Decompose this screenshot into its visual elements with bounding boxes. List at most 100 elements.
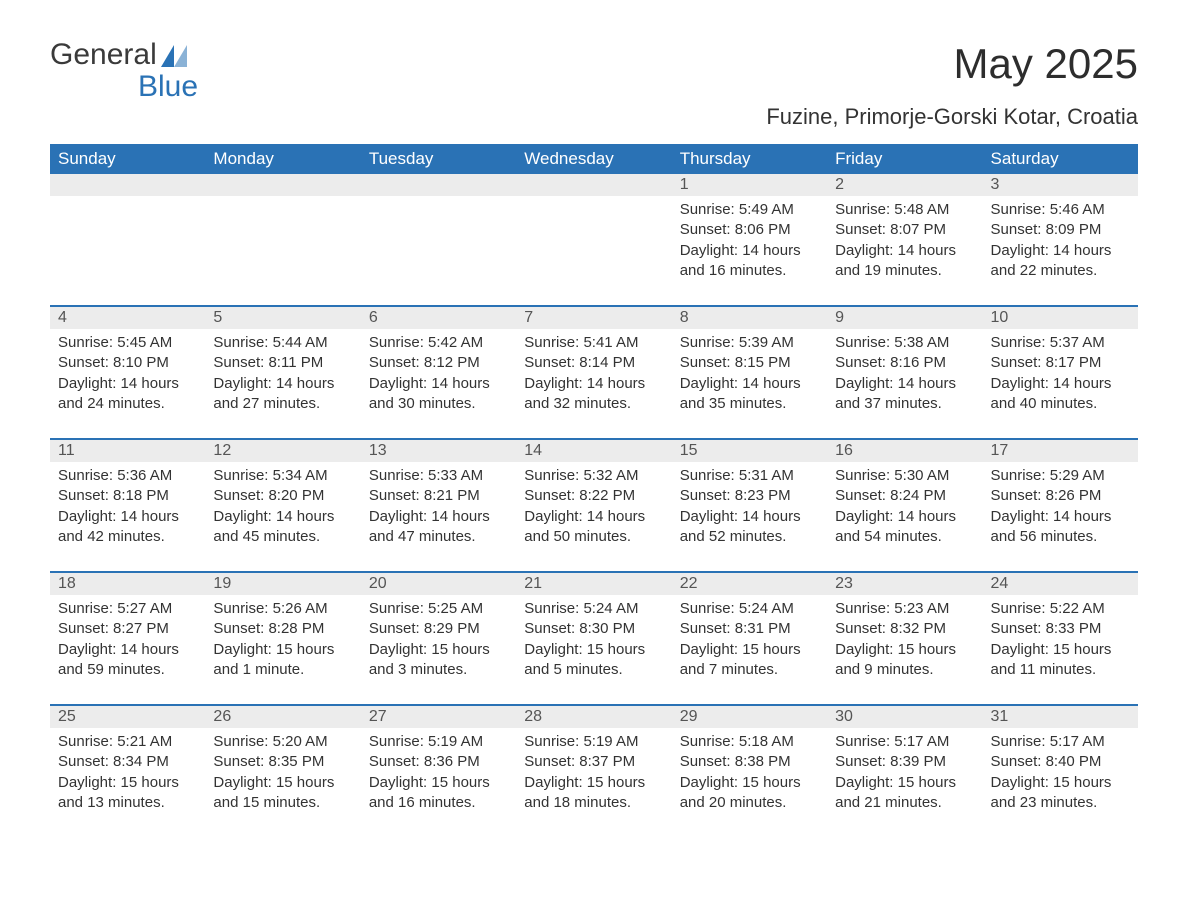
weekday-header: Saturday — [983, 144, 1138, 174]
day-cell: Sunrise: 5:34 AMSunset: 8:20 PMDaylight:… — [205, 462, 360, 572]
daylight-line: Daylight: 14 hours and 27 minutes. — [213, 374, 352, 415]
day-cell: Sunrise: 5:19 AMSunset: 8:36 PMDaylight:… — [361, 728, 516, 838]
daylight-line: Daylight: 15 hours and 11 minutes. — [991, 640, 1130, 681]
daylight-line: Daylight: 14 hours and 30 minutes. — [369, 374, 508, 415]
day-number-cell — [50, 174, 205, 196]
sunset-line: Sunset: 8:32 PM — [835, 619, 974, 639]
day-number-cell: 20 — [361, 572, 516, 595]
day-cell — [361, 196, 516, 306]
day-number-cell: 18 — [50, 572, 205, 595]
sunrise-line: Sunrise: 5:48 AM — [835, 200, 974, 220]
day-number-cell: 31 — [983, 705, 1138, 728]
day-cell: Sunrise: 5:29 AMSunset: 8:26 PMDaylight:… — [983, 462, 1138, 572]
brand-logo: General — [50, 40, 187, 70]
sunset-line: Sunset: 8:07 PM — [835, 220, 974, 240]
brand-word-2: Blue — [138, 70, 198, 103]
sunrise-line: Sunrise: 5:25 AM — [369, 599, 508, 619]
day-cell: Sunrise: 5:32 AMSunset: 8:22 PMDaylight:… — [516, 462, 671, 572]
sunrise-line: Sunrise: 5:49 AM — [680, 200, 819, 220]
day-cell: Sunrise: 5:24 AMSunset: 8:31 PMDaylight:… — [672, 595, 827, 705]
week-daynum-row: 11121314151617 — [50, 439, 1138, 462]
sunset-line: Sunset: 8:15 PM — [680, 353, 819, 373]
sunset-line: Sunset: 8:12 PM — [369, 353, 508, 373]
day-cell — [205, 196, 360, 306]
day-number-cell — [516, 174, 671, 196]
daylight-line: Daylight: 14 hours and 56 minutes. — [991, 507, 1130, 548]
day-cell: Sunrise: 5:22 AMSunset: 8:33 PMDaylight:… — [983, 595, 1138, 705]
week-daynum-row: 45678910 — [50, 306, 1138, 329]
weekday-header: Sunday — [50, 144, 205, 174]
day-number-cell: 13 — [361, 439, 516, 462]
sunrise-line: Sunrise: 5:19 AM — [369, 732, 508, 752]
sunrise-line: Sunrise: 5:37 AM — [991, 333, 1130, 353]
day-number-cell: 16 — [827, 439, 982, 462]
day-number-cell: 26 — [205, 705, 360, 728]
sunset-line: Sunset: 8:31 PM — [680, 619, 819, 639]
day-cell: Sunrise: 5:37 AMSunset: 8:17 PMDaylight:… — [983, 329, 1138, 439]
daylight-line: Daylight: 15 hours and 9 minutes. — [835, 640, 974, 681]
daylight-line: Daylight: 15 hours and 15 minutes. — [213, 773, 352, 814]
day-number-cell: 19 — [205, 572, 360, 595]
day-number-cell: 11 — [50, 439, 205, 462]
sunrise-line: Sunrise: 5:38 AM — [835, 333, 974, 353]
sunrise-line: Sunrise: 5:23 AM — [835, 599, 974, 619]
sunset-line: Sunset: 8:35 PM — [213, 752, 352, 772]
day-cell: Sunrise: 5:27 AMSunset: 8:27 PMDaylight:… — [50, 595, 205, 705]
sunset-line: Sunset: 8:16 PM — [835, 353, 974, 373]
sunrise-line: Sunrise: 5:45 AM — [58, 333, 197, 353]
sunrise-line: Sunrise: 5:36 AM — [58, 466, 197, 486]
day-cell: Sunrise: 5:36 AMSunset: 8:18 PMDaylight:… — [50, 462, 205, 572]
week-body-row: Sunrise: 5:45 AMSunset: 8:10 PMDaylight:… — [50, 329, 1138, 439]
day-number-cell: 17 — [983, 439, 1138, 462]
sunrise-line: Sunrise: 5:39 AM — [680, 333, 819, 353]
sunset-line: Sunset: 8:22 PM — [524, 486, 663, 506]
day-number-cell: 22 — [672, 572, 827, 595]
daylight-line: Daylight: 14 hours and 45 minutes. — [213, 507, 352, 548]
day-cell: Sunrise: 5:26 AMSunset: 8:28 PMDaylight:… — [205, 595, 360, 705]
sunrise-line: Sunrise: 5:26 AM — [213, 599, 352, 619]
day-number-cell: 12 — [205, 439, 360, 462]
sunset-line: Sunset: 8:33 PM — [991, 619, 1130, 639]
sunset-line: Sunset: 8:26 PM — [991, 486, 1130, 506]
day-cell: Sunrise: 5:30 AMSunset: 8:24 PMDaylight:… — [827, 462, 982, 572]
sunset-line: Sunset: 8:28 PM — [213, 619, 352, 639]
day-number-cell — [205, 174, 360, 196]
day-cell: Sunrise: 5:48 AMSunset: 8:07 PMDaylight:… — [827, 196, 982, 306]
week-daynum-row: 25262728293031 — [50, 705, 1138, 728]
sunrise-line: Sunrise: 5:24 AM — [524, 599, 663, 619]
sunrise-line: Sunrise: 5:33 AM — [369, 466, 508, 486]
day-cell: Sunrise: 5:19 AMSunset: 8:37 PMDaylight:… — [516, 728, 671, 838]
day-cell: Sunrise: 5:38 AMSunset: 8:16 PMDaylight:… — [827, 329, 982, 439]
week-daynum-row: 123 — [50, 174, 1138, 196]
sunrise-line: Sunrise: 5:42 AM — [369, 333, 508, 353]
daylight-line: Daylight: 15 hours and 1 minute. — [213, 640, 352, 681]
sunset-line: Sunset: 8:21 PM — [369, 486, 508, 506]
sunset-line: Sunset: 8:29 PM — [369, 619, 508, 639]
day-cell: Sunrise: 5:25 AMSunset: 8:29 PMDaylight:… — [361, 595, 516, 705]
sunset-line: Sunset: 8:20 PM — [213, 486, 352, 506]
page-title: May 2025 — [954, 40, 1138, 88]
sunrise-line: Sunrise: 5:31 AM — [680, 466, 819, 486]
week-body-row: Sunrise: 5:36 AMSunset: 8:18 PMDaylight:… — [50, 462, 1138, 572]
daylight-line: Daylight: 15 hours and 16 minutes. — [369, 773, 508, 814]
daylight-line: Daylight: 14 hours and 22 minutes. — [991, 241, 1130, 282]
sunrise-line: Sunrise: 5:17 AM — [991, 732, 1130, 752]
weekday-header: Tuesday — [361, 144, 516, 174]
daylight-line: Daylight: 15 hours and 18 minutes. — [524, 773, 663, 814]
day-number-cell: 30 — [827, 705, 982, 728]
daylight-line: Daylight: 15 hours and 20 minutes. — [680, 773, 819, 814]
daylight-line: Daylight: 15 hours and 7 minutes. — [680, 640, 819, 681]
sunrise-line: Sunrise: 5:32 AM — [524, 466, 663, 486]
calendar-table: SundayMondayTuesdayWednesdayThursdayFrid… — [50, 144, 1138, 838]
sunrise-line: Sunrise: 5:22 AM — [991, 599, 1130, 619]
weekday-header: Wednesday — [516, 144, 671, 174]
day-cell: Sunrise: 5:24 AMSunset: 8:30 PMDaylight:… — [516, 595, 671, 705]
sunrise-line: Sunrise: 5:21 AM — [58, 732, 197, 752]
week-daynum-row: 18192021222324 — [50, 572, 1138, 595]
sunrise-line: Sunrise: 5:30 AM — [835, 466, 974, 486]
sunrise-line: Sunrise: 5:18 AM — [680, 732, 819, 752]
day-number-cell: 7 — [516, 306, 671, 329]
daylight-line: Daylight: 14 hours and 37 minutes. — [835, 374, 974, 415]
day-number-cell: 28 — [516, 705, 671, 728]
day-number-cell: 25 — [50, 705, 205, 728]
